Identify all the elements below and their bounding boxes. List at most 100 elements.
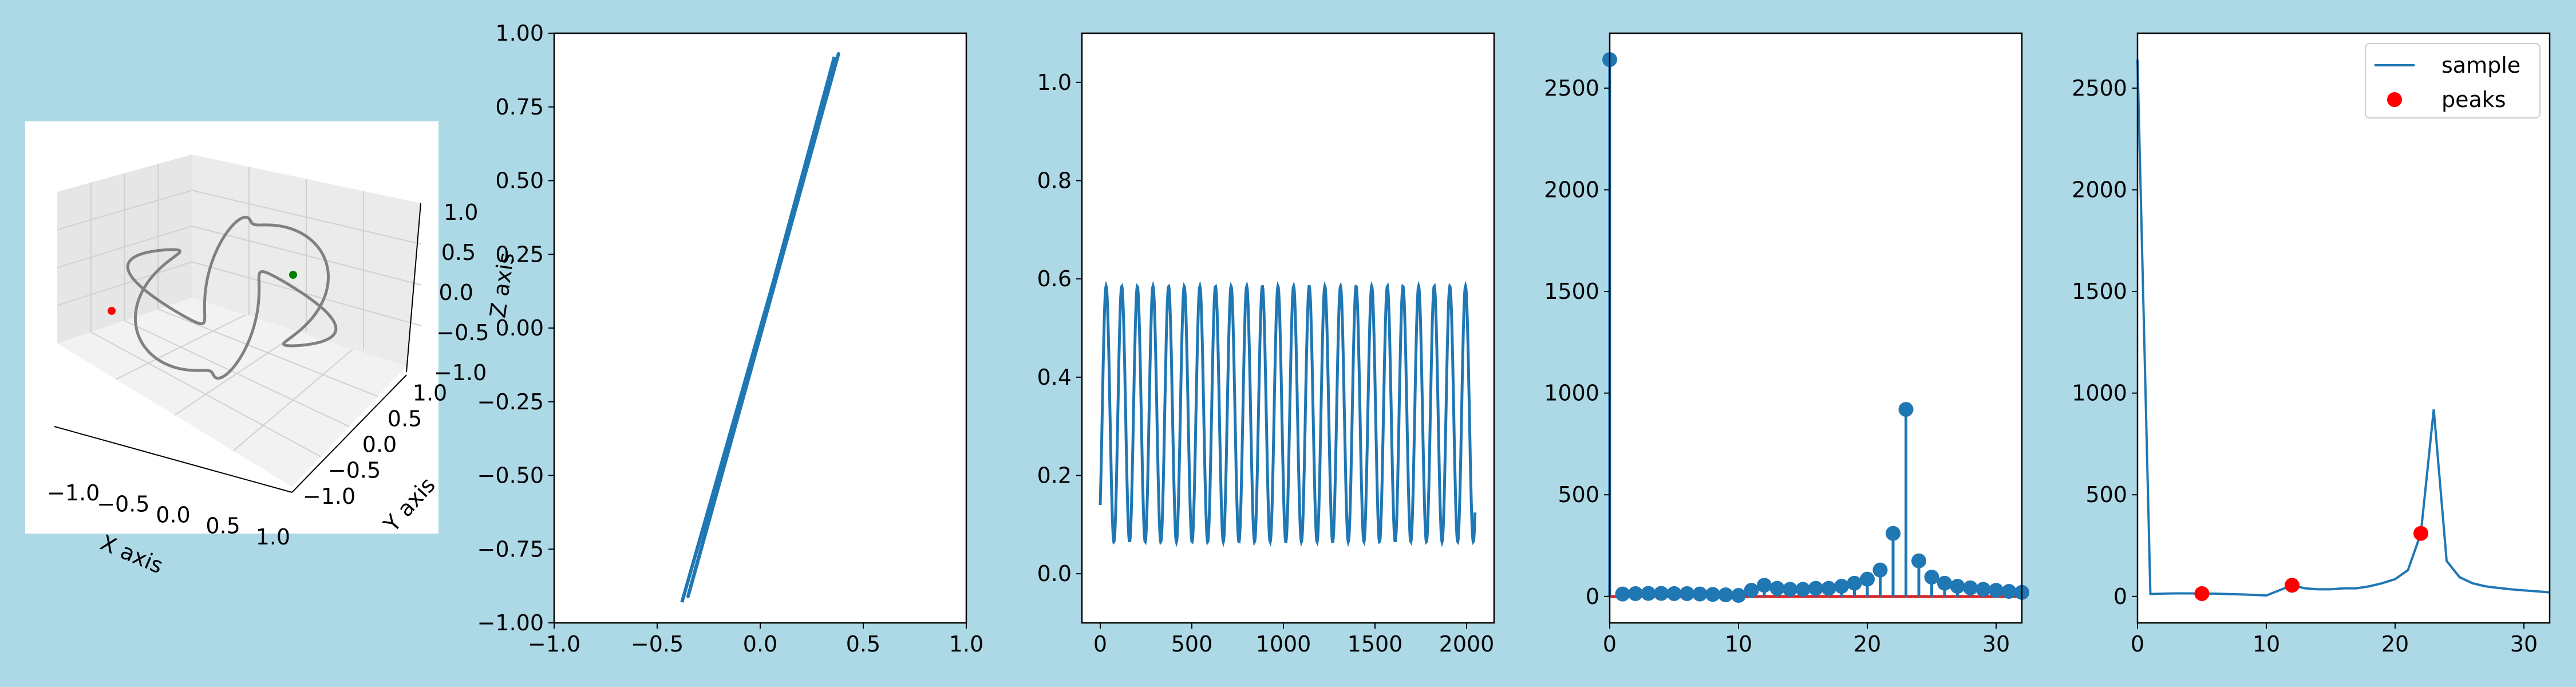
y-tick-label: 2500 <box>2072 76 2127 101</box>
plot-area <box>1610 33 2022 623</box>
plot-area <box>2138 33 2550 623</box>
y-tick-label: −1.0 <box>303 484 355 509</box>
curve-3d <box>126 215 338 380</box>
stem-marker <box>1886 526 1901 541</box>
x-tick-label: −0.5 <box>631 631 683 657</box>
plot-frame <box>1609 32 2023 624</box>
stem-marker <box>1950 579 1965 594</box>
y-tick-label: 2000 <box>1544 177 1599 202</box>
x-tick-label: 0.5 <box>206 514 240 539</box>
x-tick-label: −1.0 <box>528 631 580 657</box>
stem-marker <box>1744 583 1759 598</box>
y-tick-label: 0.5 <box>388 406 422 431</box>
y-tick-label: −1.00 <box>477 610 544 635</box>
y-tick-label: 0.0 <box>362 432 397 457</box>
stem-marker <box>1718 587 1733 602</box>
x-tick-label: 20 <box>2381 631 2409 657</box>
legend-box <box>2365 43 2541 119</box>
y-tick-label: −0.50 <box>477 463 544 488</box>
panel-3d: −1.0−0.5 0.0 0.5 1.0−1.0−0.50.00.51.0−1.0−0… <box>25 121 519 579</box>
y-tick-label: 0.50 <box>495 168 544 194</box>
y-tick-label: 1.00 <box>495 21 544 46</box>
stem-marker <box>1641 586 1656 601</box>
stem-marker <box>1989 583 2004 598</box>
stem-marker <box>1795 582 1811 597</box>
y-tick-label: 0.00 <box>495 315 544 341</box>
plot-frame <box>1081 32 1495 624</box>
z-tick-label: 0.5 <box>441 240 476 265</box>
grid-line <box>191 261 421 326</box>
curve-3d-line <box>126 215 338 380</box>
stem-marker <box>1937 575 1952 591</box>
y-tick-label: 1000 <box>2072 381 2127 406</box>
stem-marker <box>1615 586 1630 602</box>
stem-marker <box>1808 581 1823 596</box>
x-tick-label: 500 <box>1171 631 1213 657</box>
grid-line <box>57 261 192 306</box>
stem-marker <box>1860 571 1875 587</box>
y-tick-label: 0.25 <box>495 242 544 267</box>
grid-line <box>57 226 192 269</box>
stem-marker <box>1757 578 1772 593</box>
y-tick-label: 0.8 <box>1037 168 1072 194</box>
stem-marker <box>1847 575 1862 591</box>
panel-3-signal-chart: 0 500 1000 1500 2000 0.0 0.2 0.4 0.6 0.8 1.0 <box>1037 32 1495 657</box>
y-tick-label: 2500 <box>1544 76 1599 101</box>
x-tick-label: 30 <box>2510 631 2538 657</box>
legend-peaks-label: peaks <box>2441 87 2506 112</box>
x-tick-label: 0 <box>1603 631 1617 657</box>
y-tick-label: 1500 <box>2072 279 2127 304</box>
y-tick-label: 0 <box>2113 584 2127 609</box>
grid-line <box>157 309 378 397</box>
grid-line <box>232 349 353 452</box>
stem-marker <box>1666 586 1682 601</box>
y-tick-label: 1000 <box>1544 381 1599 406</box>
y-tick-label: 0.75 <box>495 94 544 120</box>
green-marker-point <box>289 271 297 279</box>
y-tick-label: 500 <box>1558 482 1599 507</box>
signal-line <box>1099 281 1477 548</box>
y-tick-label: 1.0 <box>1037 70 1072 95</box>
grid-line <box>191 226 421 286</box>
stem-marker <box>1628 586 1643 601</box>
x-tick-label: 2000 <box>1439 631 1495 657</box>
x-tick-label: 1000 <box>1256 631 1311 657</box>
x-tick-label: 1.0 <box>256 524 290 550</box>
x-tick-label: 10 <box>2253 631 2280 657</box>
x-tick-label: 1500 <box>1348 631 1403 657</box>
y-tick-label: −0.5 <box>328 458 381 483</box>
grid-line <box>174 331 300 416</box>
x-tick-label: 20 <box>1854 631 1881 657</box>
x-tick-label: −0.5 <box>97 491 149 516</box>
stem-marker <box>1692 586 1708 602</box>
stem-marker <box>1680 586 1694 601</box>
z-tick-label: 1.0 <box>444 200 478 225</box>
x-tick-label: 1.0 <box>949 631 983 657</box>
red-marker-point <box>108 307 116 315</box>
ticks-3d: −1.0−0.5 0.0 0.5 1.0−1.0−0.50.00.51.0−1.0−0… <box>47 200 489 550</box>
stem-marker <box>1976 582 1991 597</box>
stem-marker <box>2001 583 2017 599</box>
y-tick-label: −0.25 <box>477 389 544 414</box>
peak-marker <box>2413 526 2428 541</box>
stem-marker <box>1872 562 1888 578</box>
y-tick-label: 0.4 <box>1037 365 1072 390</box>
stem-marker <box>1924 570 1939 585</box>
x-tick-label: 0.5 <box>846 631 880 657</box>
y-tick-label: 1500 <box>1544 279 1599 304</box>
stem-marker <box>1654 586 1669 601</box>
stem-marker <box>1898 402 1914 417</box>
y-tick-label: 0 <box>1586 584 1599 609</box>
y-tick-label: 0.2 <box>1037 463 1072 488</box>
z-tick-label: 0.0 <box>439 280 473 305</box>
x-tick-label: 0 <box>1093 631 1107 657</box>
stem-marker <box>1834 579 1849 594</box>
x-tick-label: 0 <box>2131 631 2144 657</box>
y-tick-label: −0.75 <box>477 536 544 562</box>
x-tick-label: 10 <box>1725 631 1752 657</box>
z-tick-label: −0.5 <box>436 320 489 345</box>
x-tick-label: −1.0 <box>47 480 100 506</box>
grid-3d <box>57 164 421 457</box>
y-tick-label: 0.6 <box>1037 266 1072 291</box>
